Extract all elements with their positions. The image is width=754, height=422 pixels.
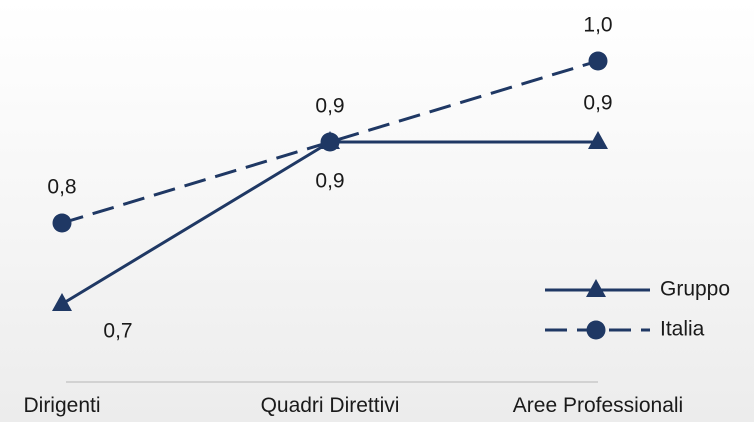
series-layer <box>52 51 608 311</box>
x-tick-layer: Dirigenti Quadri Direttivi Aree Profession… <box>23 394 683 417</box>
legend-label-italia: Italia <box>660 318 705 341</box>
marker-italia-0 <box>52 213 72 233</box>
series-line-gruppo <box>61 140 598 306</box>
series-line-italia <box>61 59 599 225</box>
data-label-gruppo-1: 0,9 <box>315 170 344 193</box>
data-label-italia-1: 0,9 <box>315 95 344 118</box>
marker-gruppo-0 <box>52 293 72 311</box>
x-tick-label-1: Quadri Direttivi <box>261 394 400 417</box>
data-label-italia-2: 1,0 <box>583 14 612 37</box>
data-label-gruppo-0: 0,7 <box>103 320 132 343</box>
legend-label-gruppo: Gruppo <box>660 278 730 301</box>
x-tick-label-0: Dirigenti <box>23 394 100 417</box>
marker-italia-1 <box>320 132 340 152</box>
legend-marker-gruppo <box>586 279 606 297</box>
data-label-layer: 0,7 0,9 0,9 0,8 0,9 1,0 <box>47 14 612 343</box>
marker-italia-2 <box>588 51 608 71</box>
data-label-italia-0: 0,8 <box>47 176 76 199</box>
marker-gruppo-2 <box>588 131 608 149</box>
x-tick-label-2: Aree Professionali <box>513 394 683 417</box>
legend-marker-italia <box>586 320 606 340</box>
legend: Gruppo Italia <box>545 278 730 341</box>
data-label-gruppo-2: 0,9 <box>583 92 612 115</box>
